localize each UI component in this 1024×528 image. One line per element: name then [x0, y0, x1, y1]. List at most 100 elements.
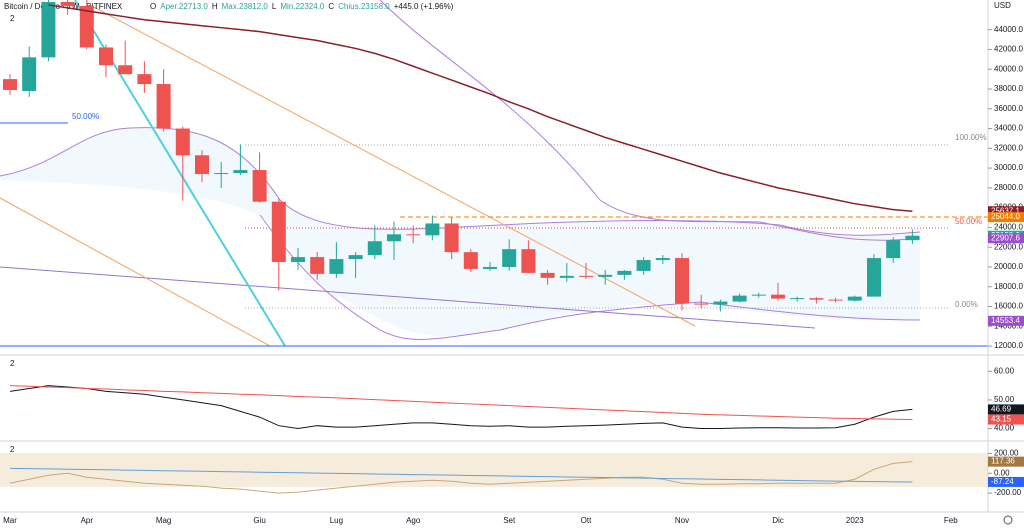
price-marker-label: 25637.1: [991, 206, 1020, 215]
fib-label: 50.00%: [955, 217, 982, 226]
candle-body: [636, 260, 651, 271]
price-marker: [988, 233, 1024, 244]
candle-body: [156, 84, 171, 129]
price-marker-label: -87.24: [991, 477, 1014, 486]
price-marker: [988, 315, 1024, 326]
candle-body: [771, 294, 785, 299]
y-tick-label: 0.00: [994, 468, 1010, 477]
ohlc-item: Aper.22713.0: [160, 2, 208, 11]
price-marker-label: 46.69: [991, 405, 1012, 414]
y-tick-label: 200.00: [994, 449, 1019, 458]
y-tick-label: 42000.0: [994, 45, 1023, 54]
candle-body: [425, 223, 440, 236]
ohlc-item: H: [212, 2, 218, 11]
y-tick-label: 28000.0: [994, 183, 1023, 192]
indicator-line: [9, 385, 913, 421]
candle-body: [310, 257, 325, 274]
candle-body: [118, 65, 133, 75]
price-marker-label: 25044.0: [991, 212, 1020, 221]
fib-label: 50.00%: [72, 112, 99, 121]
candle-body: [905, 235, 920, 241]
candle-body: [60, 1, 75, 6]
y-tick-label: 44000.0: [994, 25, 1023, 34]
ohlc-item: O: [150, 2, 156, 11]
price-marker-label: 14553.4: [991, 316, 1020, 325]
candle-body: [348, 255, 363, 260]
price-marker: [988, 206, 1024, 217]
fib-label: 0.00%: [955, 300, 978, 309]
settings-icon[interactable]: [1003, 515, 1013, 525]
candle-body: [22, 57, 37, 91]
candle-body: [41, 1, 56, 58]
pane-label[interactable]: 2: [10, 445, 15, 454]
candle-body: [828, 299, 843, 301]
band-upper: [0, 127, 921, 236]
x-tick-label: Ago: [406, 516, 421, 525]
trend-line: [0, 197, 271, 347]
y-tick-label: 36000.0: [994, 104, 1023, 113]
price-marker-label: 117.36: [991, 457, 1015, 466]
x-tick-label: Giu: [253, 516, 265, 525]
pane-label[interactable]: 2: [10, 359, 15, 368]
candle-body: [617, 270, 632, 275]
candle-body: [175, 128, 190, 156]
x-tick-label: Ott: [581, 516, 592, 525]
candle-body: [233, 170, 248, 174]
trend-line: [89, 4, 696, 327]
x-tick-label: Dic: [772, 516, 784, 525]
candle-body: [521, 249, 536, 273]
candle-body: [559, 275, 574, 278]
currency[interactable]: USD: [994, 1, 1011, 10]
y-tick-label: 40000.0: [994, 64, 1023, 73]
y-tick-label: 34000.0: [994, 124, 1023, 133]
candle-body: [809, 298, 824, 300]
y-tick-label: 50.00: [994, 395, 1015, 404]
candle-body: [540, 272, 555, 278]
candle-body: [444, 223, 459, 253]
indicator-line: [9, 467, 913, 483]
price-marker: [988, 476, 1024, 487]
ohlc-item: +445.0 (+1.96%): [394, 2, 454, 11]
candle-body: [252, 170, 267, 202]
x-tick-label: 2023: [846, 516, 864, 525]
ohlc-item: Min.22324.0: [280, 2, 325, 11]
y-tick-label: 20000.0: [994, 262, 1023, 271]
candle-body: [790, 298, 805, 300]
x-tick-label: Nov: [675, 516, 689, 525]
y-tick-label: 30000.0: [994, 163, 1023, 172]
y-tick-label: -200.00: [994, 488, 1022, 497]
candle-body: [291, 257, 305, 263]
ohlc-item: Max.23812.0: [222, 2, 269, 11]
indicator-line: [9, 461, 913, 494]
candle-body: [329, 259, 344, 274]
candle-body: [675, 258, 689, 304]
y-tick-label: 22000.0: [994, 242, 1023, 251]
ohlc-item: C: [328, 2, 334, 11]
ohlc-header: O Aper.22713.0 H Max.23812.0 L Min.22324.0 C Ch…: [150, 2, 454, 11]
candle-body: [732, 295, 747, 302]
candle-body: [99, 47, 113, 66]
candle-body: [655, 258, 670, 261]
candle-body: [406, 234, 421, 236]
candle-body: [598, 274, 613, 277]
x-tick-label: Set: [503, 516, 516, 525]
x-tick-label: Mar: [3, 516, 17, 525]
candle-body: [195, 155, 209, 175]
x-tick-label: Lug: [330, 516, 343, 525]
indicator-line: [9, 385, 913, 430]
y-tick-label: 14000.0: [994, 321, 1023, 330]
x-tick-label: Feb: [944, 516, 958, 525]
y-tick-label: 38000.0: [994, 84, 1023, 93]
y-tick-label: 32000.0: [994, 143, 1023, 152]
candle-body: [694, 303, 709, 305]
candle-body: [463, 252, 478, 269]
pane-label[interactable]: 2: [10, 14, 15, 23]
fib-label: 100.00%: [955, 133, 987, 142]
y-tick-label: 18000.0: [994, 282, 1023, 291]
price-marker: [988, 414, 1024, 425]
price-marker: [988, 212, 1024, 223]
price-marker: [988, 404, 1024, 415]
x-tick-label: Mag: [156, 516, 172, 525]
price-marker: [988, 456, 1024, 467]
